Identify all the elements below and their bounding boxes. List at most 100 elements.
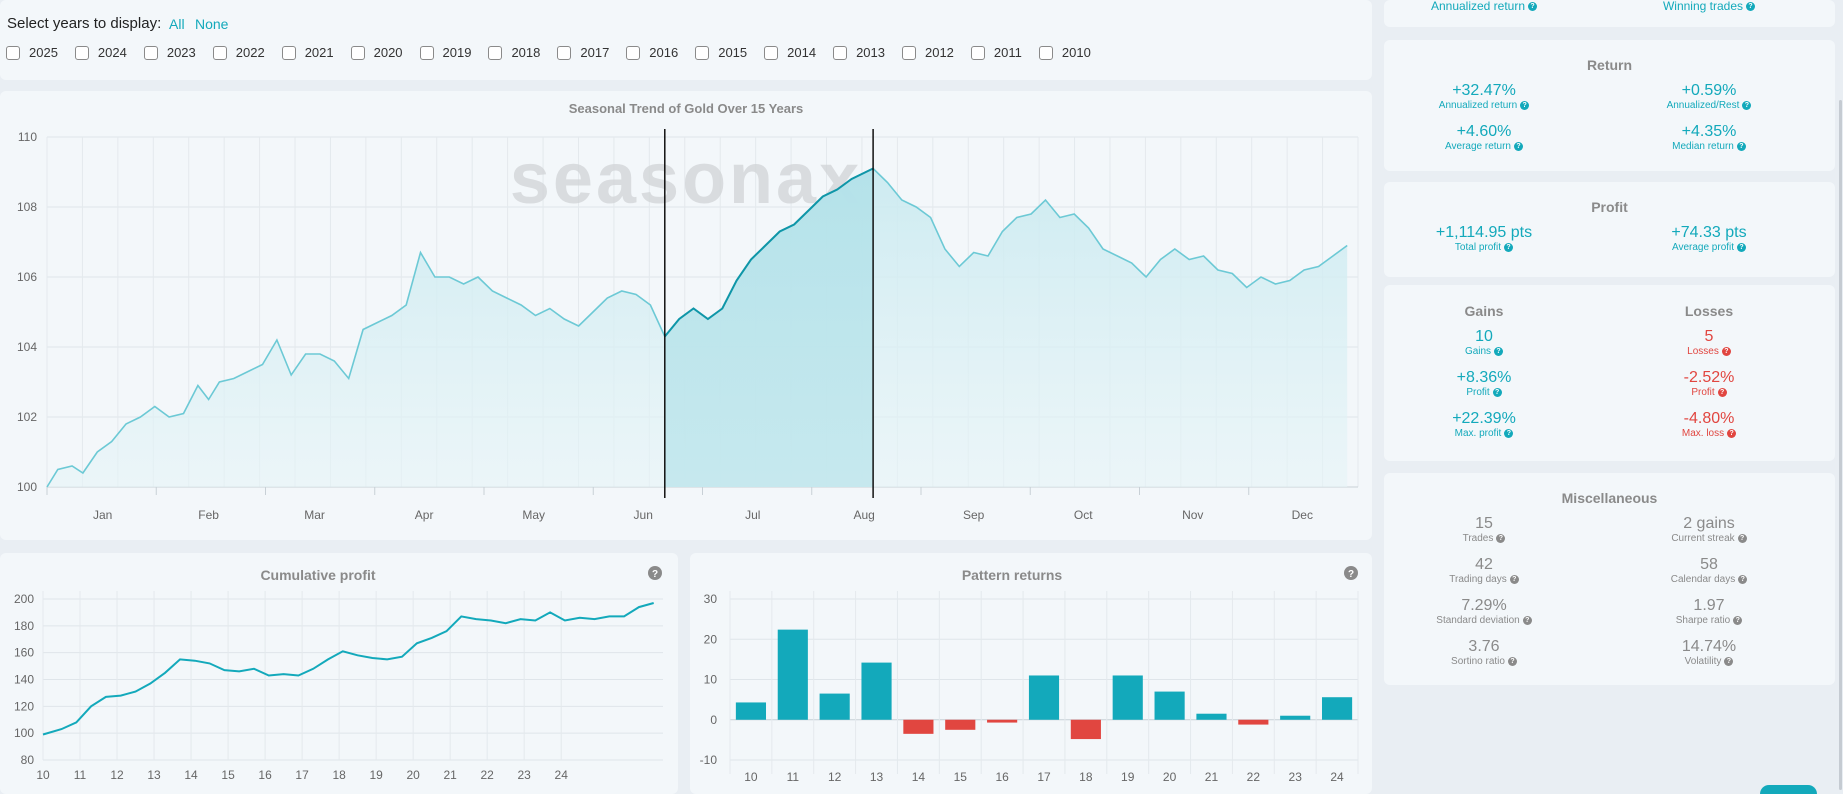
- pattern-returns-chart[interactable]: Pattern returns ? -10 0 10 20 30 10 11 12 13 14 15 16…: [690, 553, 1372, 794]
- stat-max-loss: -4.80% Max. loss?: [1681, 410, 1737, 439]
- help-icon[interactable]: ?: [1724, 656, 1734, 666]
- year-checkbox-2016[interactable]: 2016: [626, 45, 678, 60]
- stat-gains-profit: +8.36% Profit?: [1456, 369, 1512, 398]
- checkbox-icon[interactable]: [626, 45, 641, 60]
- help-icon[interactable]: ?: [1504, 242, 1514, 252]
- y-tick-label: 140: [14, 673, 34, 687]
- help-icon[interactable]: ?: [1721, 346, 1731, 356]
- year-checkbox-2024[interactable]: 2024: [74, 45, 127, 60]
- help-icon[interactable]: ?: [1513, 141, 1523, 151]
- year-checkbox-2013[interactable]: 2013: [833, 45, 885, 60]
- help-icon[interactable]: ?: [1522, 615, 1532, 625]
- svg-text:?: ?: [1348, 569, 1354, 580]
- chart-title: Pattern returns: [962, 567, 1063, 583]
- bar-15: [945, 719, 976, 730]
- year-checkbox-2020[interactable]: 2020: [350, 45, 403, 60]
- select-all-link[interactable]: All: [169, 16, 185, 32]
- year-checkbox-2017[interactable]: 2017: [557, 45, 609, 60]
- help-icon[interactable]: ?: [1492, 387, 1502, 397]
- checkbox-icon[interactable]: [557, 45, 572, 60]
- scrollbar-thumb[interactable]: [1839, 100, 1842, 790]
- help-icon[interactable]: ?: [1746, 2, 1756, 12]
- y-tick-label: 20: [704, 632, 718, 646]
- bar-19: [1112, 675, 1143, 720]
- year-checkbox-2018[interactable]: 2018: [488, 45, 540, 60]
- help-icon[interactable]: ?: [1733, 615, 1743, 625]
- year-checkbox-2015[interactable]: 2015: [695, 45, 747, 60]
- x-tick-label: 11: [787, 770, 800, 784]
- help-icon[interactable]: ?: [1737, 242, 1747, 252]
- checkbox-icon[interactable]: [764, 45, 779, 60]
- checkbox-icon[interactable]: [212, 45, 227, 60]
- year-label: 2014: [787, 45, 817, 60]
- stat-volatility: 14.74% Volatility?: [1681, 638, 1737, 667]
- checkbox-icon[interactable]: [970, 45, 985, 60]
- checkbox-icon[interactable]: [833, 45, 848, 60]
- help-icon[interactable]: ?: [1344, 566, 1358, 580]
- year-label: 2021: [304, 45, 334, 60]
- miscellaneous-panel: Miscellaneous 15 Trades? 2 gains Current…: [1384, 473, 1835, 685]
- x-tick-label: 13: [870, 770, 884, 784]
- help-icon[interactable]: ?: [1496, 533, 1506, 543]
- year-checkbox-2014[interactable]: 2014: [764, 45, 816, 60]
- stat-max-profit: +22.39% Max. profit?: [1452, 410, 1516, 439]
- help-icon[interactable]: ?: [1742, 100, 1752, 110]
- x-tick-label: 16: [258, 768, 272, 782]
- year-checkbox-2019[interactable]: 2019: [419, 45, 471, 60]
- y-tick-label: 180: [14, 619, 34, 633]
- help-icon[interactable]: ?: [1504, 428, 1514, 438]
- cumulative-profit-line: [42, 602, 654, 736]
- checkbox-icon[interactable]: [350, 45, 365, 60]
- seasonal-chart[interactable]: Seasonal Trend of Gold Over 15 Years 100 1…: [0, 91, 1372, 540]
- help-icon[interactable]: ?: [1727, 428, 1737, 438]
- return-panel: Return +32.47% Annualized return? +0.59%…: [1384, 40, 1835, 171]
- cumulative-profit-chart[interactable]: Cumulative profit ? 80 100 120 140 160 180 200 10…: [0, 553, 678, 794]
- help-icon[interactable]: ?: [1737, 533, 1747, 543]
- x-tick-label: 22: [1247, 770, 1261, 784]
- checkbox-icon[interactable]: [281, 45, 296, 60]
- x-tick-label: 24: [555, 768, 569, 782]
- stat-standard-deviation: 7.29% Standard deviation?: [1384, 597, 1584, 627]
- x-tick-label: Jan: [93, 508, 112, 522]
- y-tick-label: 110: [18, 130, 37, 144]
- year-checkbox-2023[interactable]: 2023: [143, 45, 196, 60]
- year-label: 2017: [580, 45, 610, 60]
- checkbox-icon[interactable]: [488, 45, 503, 60]
- stat-annualized-return: +32.47% Annualized return?: [1384, 82, 1584, 112]
- year-checkbox-2012[interactable]: 2012: [901, 45, 954, 60]
- help-icon[interactable]: ?: [1509, 574, 1519, 584]
- year-checkbox-2025[interactable]: 2025: [6, 45, 58, 60]
- chart-title: Seasonal Trend of Gold Over 15 Years: [569, 101, 804, 116]
- checkbox-icon[interactable]: [901, 45, 916, 60]
- select-none-link[interactable]: None: [195, 16, 229, 32]
- help-icon[interactable]: ?: [648, 566, 662, 580]
- help-icon[interactable]: ?: [1520, 100, 1530, 110]
- checkbox-icon[interactable]: [419, 45, 434, 60]
- help-icon[interactable]: ?: [1717, 387, 1727, 397]
- year-checkbox-2022[interactable]: 2022: [212, 45, 265, 60]
- floating-action-button[interactable]: [1760, 785, 1817, 794]
- checkbox-icon[interactable]: [74, 45, 89, 60]
- watermark-logo: seasonax: [510, 139, 862, 219]
- year-selector-label: Select years to display:: [7, 15, 162, 32]
- checkbox-icon[interactable]: [6, 45, 20, 60]
- help-icon[interactable]: ?: [1507, 656, 1517, 666]
- bar-24: [1321, 697, 1353, 720]
- checkbox-icon[interactable]: [1038, 45, 1053, 60]
- help-icon[interactable]: ?: [1738, 574, 1748, 584]
- y-tick-label: 0: [710, 713, 717, 727]
- year-label: 2020: [373, 45, 403, 60]
- bar-23: [1280, 715, 1311, 720]
- x-tick-label: 22: [480, 768, 494, 782]
- y-tick-label: 100: [17, 480, 37, 494]
- help-icon[interactable]: ?: [1494, 346, 1504, 356]
- cumulative-profit-panel: Cumulative profit? 80 100 120 140 160 180 200 10…: [0, 553, 678, 794]
- year-checkbox-2010[interactable]: 2010: [1038, 45, 1091, 60]
- year-checkbox-2011[interactable]: 2011: [970, 45, 1022, 60]
- year-checkbox-2021[interactable]: 2021: [281, 45, 334, 60]
- bar-13: [861, 662, 892, 720]
- checkbox-icon[interactable]: [143, 45, 158, 60]
- checkbox-icon[interactable]: [695, 45, 710, 60]
- help-icon[interactable]: ?: [1736, 141, 1746, 151]
- help-icon[interactable]: ?: [1528, 2, 1538, 12]
